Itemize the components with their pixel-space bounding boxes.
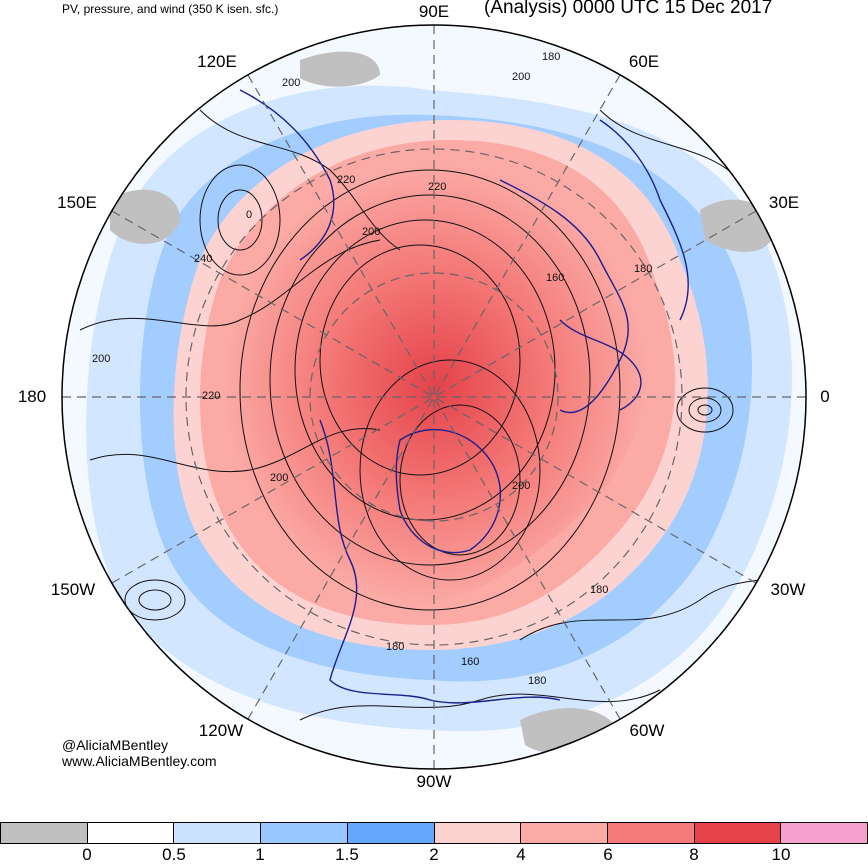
pv-gray-patch xyxy=(700,199,775,252)
colorbar-swatch xyxy=(781,823,868,843)
colorbar-swatch xyxy=(607,823,695,843)
contour-label: 180 xyxy=(542,51,560,63)
coastlines xyxy=(239,89,689,704)
lon-label-60w: 60W xyxy=(629,721,665,740)
contour-label: 240 xyxy=(194,253,212,265)
contour-label: 160 xyxy=(546,272,564,284)
colorbar-swatch xyxy=(87,823,175,843)
contour-label: 160 xyxy=(461,656,479,668)
colorbar-tick-label: 1 xyxy=(255,845,265,864)
colorbar-tick-label: 0 xyxy=(82,845,92,864)
lon-label-180: 180 xyxy=(17,387,47,406)
polar-map: 180 200 220 220 200 200 220 240 200 160 … xyxy=(61,24,807,770)
colorbar-swatch xyxy=(694,823,782,843)
map-title: (Analysis) 0000 UTC 15 Dec 2017 xyxy=(484,0,773,18)
map-subtitle: PV, pressure, and wind (350 K isen. sfc.… xyxy=(62,2,279,16)
lon-label-150w: 150W xyxy=(50,580,96,599)
contour-label: 220 xyxy=(337,174,355,186)
contour-label: 180 xyxy=(386,641,404,653)
graticule xyxy=(62,25,806,769)
colorbar-swatch xyxy=(347,823,435,843)
colorbar-swatch xyxy=(174,823,262,843)
colorbar-swatch xyxy=(521,823,608,843)
contour-label: 200 xyxy=(362,226,380,238)
isobar-contours xyxy=(79,109,806,721)
colorbar-tick-label: 0.5 xyxy=(162,845,186,864)
lon-label-90e: 90E xyxy=(418,2,450,21)
pv-gray-patch xyxy=(110,189,180,244)
colorbar-swatch xyxy=(261,823,348,843)
contour-labels: 180 200 220 220 200 200 220 240 200 160 … xyxy=(92,51,652,687)
colorbar-tick-label: 8 xyxy=(689,845,699,864)
credit-website: www.AliciaMBentley.com xyxy=(62,753,217,769)
colorbar-tick-label: 10 xyxy=(771,845,791,864)
colorbar-tick-label: 4 xyxy=(516,845,526,864)
pv-fields xyxy=(62,25,806,769)
pv-colorbar xyxy=(0,822,868,844)
lon-label-0: 0 xyxy=(820,387,830,406)
contour-label: 180 xyxy=(634,263,652,275)
contour-label: 180 xyxy=(590,584,608,596)
lon-label-90w: 90W xyxy=(416,772,452,791)
contour-label: 200 xyxy=(282,77,300,89)
lon-label-150e: 150E xyxy=(57,193,97,212)
lon-label-30e: 30E xyxy=(768,193,800,212)
colorbar-tick-label: 2 xyxy=(429,845,439,864)
contour-label: 220 xyxy=(202,390,220,402)
contour-label: 200 xyxy=(512,71,530,83)
contour-label: 200 xyxy=(512,480,530,492)
contour-label: 200 xyxy=(270,472,288,484)
lon-label-30w: 30W xyxy=(770,580,806,599)
colorbar-tick-label: 6 xyxy=(603,845,613,864)
contour-label: 0 xyxy=(246,209,252,221)
lon-label-120w: 120W xyxy=(198,721,244,740)
credit-handle: @AliciaMBentley xyxy=(62,737,169,753)
contour-label: 200 xyxy=(92,353,110,365)
colorbar-swatch xyxy=(434,823,522,843)
colorbar-swatch xyxy=(0,823,88,843)
pv-band-5 xyxy=(223,164,648,606)
colorbar-tick-label: 1.5 xyxy=(335,845,359,864)
contour-label: 220 xyxy=(428,181,446,193)
lon-label-60e: 60E xyxy=(628,52,660,71)
pv-gray-patch xyxy=(300,51,380,87)
lon-label-120e: 120E xyxy=(197,52,237,71)
map-boundary xyxy=(61,24,807,770)
contour-label: 180 xyxy=(528,675,546,687)
